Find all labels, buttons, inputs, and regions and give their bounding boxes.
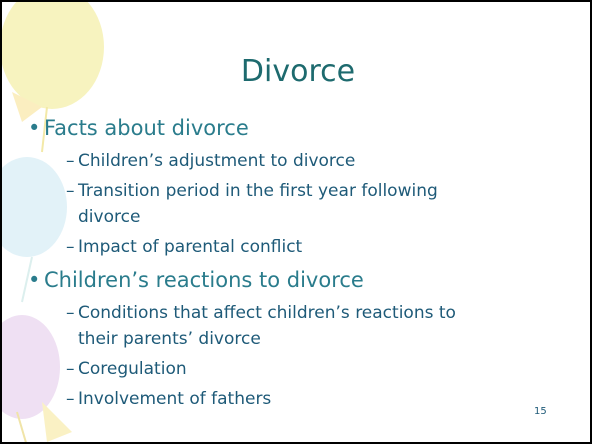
sub-bullet: Coregulation [66,356,462,382]
slide-body: Facts about divorce Children’s adjustment… [22,108,462,416]
sub-bullet: Transition period in the first year foll… [66,178,462,230]
sub-bullet: Conditions that affect children’s reacti… [66,300,462,352]
slide: Divorce Facts about divorce Children’s ad… [0,0,592,444]
sub-bullet: Children’s adjustment to divorce [66,148,462,174]
sub-bullet: Impact of parental conflict [66,234,462,260]
sub-bullet: Involvement of fathers [66,386,462,412]
slide-number: 15 [534,406,547,417]
bullet: Facts about divorce [22,112,462,144]
bullet: Children’s reactions to divorce [22,264,462,296]
slide-title: Divorce [2,54,592,89]
